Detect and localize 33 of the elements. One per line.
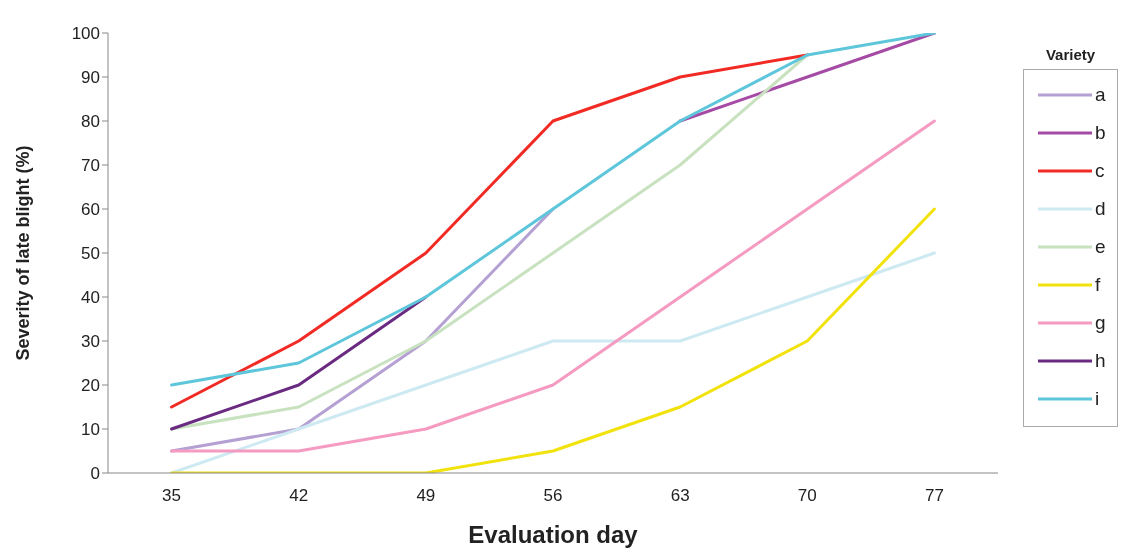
line-series — [170, 119, 936, 453]
y-tick-label: 40 — [81, 288, 100, 308]
legend-label: a — [1095, 84, 1106, 106]
y-tick-label: 100 — [71, 24, 100, 44]
legend-label: g — [1095, 312, 1106, 334]
x-tick-label: 63 — [670, 486, 690, 506]
legend-label: d — [1095, 198, 1106, 220]
x-tick-label: 35 — [162, 486, 182, 506]
legend-label: h — [1095, 350, 1106, 372]
y-axis-title: Severity of late blight (%) — [13, 145, 34, 361]
x-tick-label: 70 — [797, 486, 817, 506]
x-tick-label: 42 — [289, 486, 309, 506]
y-tick-label: 80 — [81, 112, 100, 132]
line-series — [170, 251, 936, 473]
line-series — [170, 33, 936, 387]
legend-label: b — [1095, 122, 1106, 144]
x-tick-label: 77 — [924, 486, 944, 506]
x-tick-label: 56 — [543, 486, 563, 506]
legend-label: e — [1095, 236, 1106, 258]
y-tick-label: 10 — [81, 420, 100, 440]
y-tick-label: 90 — [81, 68, 100, 88]
y-tick-label: 30 — [81, 332, 100, 352]
y-tick-label: 0 — [90, 464, 100, 484]
legend-title: Variety — [1044, 46, 1097, 63]
y-tick-label: 20 — [81, 376, 100, 396]
y-tick-label: 70 — [81, 156, 100, 176]
x-axis-title: Evaluation day — [468, 521, 639, 548]
legend-label: f — [1095, 274, 1101, 296]
y-tick-label: 60 — [81, 200, 100, 220]
x-tick-label: 49 — [416, 486, 436, 506]
legend-label: i — [1095, 388, 1100, 410]
y-tick-label: 50 — [81, 244, 100, 264]
legend-label: c — [1095, 160, 1105, 182]
